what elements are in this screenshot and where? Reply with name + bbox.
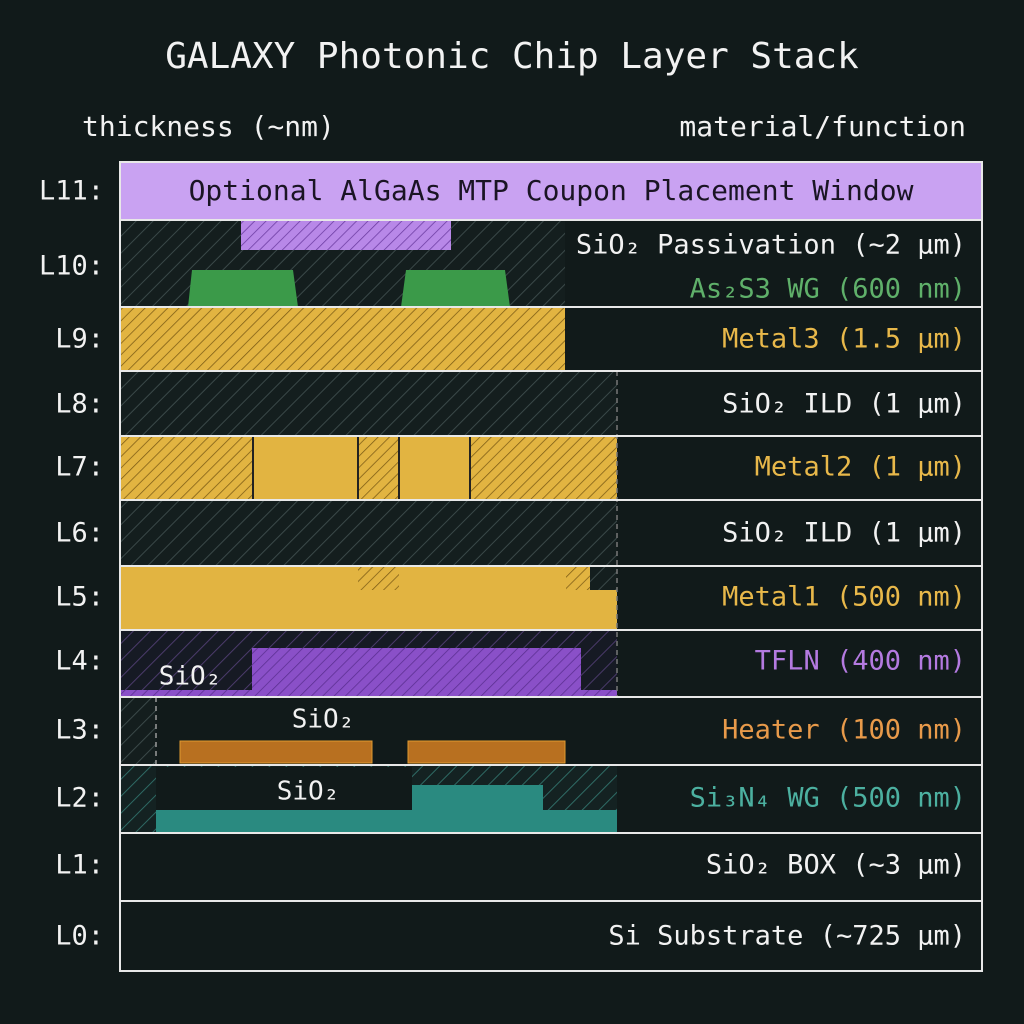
layer-id: L1: <box>55 850 104 881</box>
annotation: SiO₂ <box>277 777 340 807</box>
layer-label: Si Substrate (~725 µm) <box>608 921 966 952</box>
layer-id: L9: <box>55 324 104 355</box>
title: GALAXY Photonic Chip Layer Stack <box>165 36 859 77</box>
layer-id: L6: <box>55 518 104 549</box>
layer-id: L4: <box>55 646 104 677</box>
layer-id: L8: <box>55 389 104 420</box>
layer-label: SiO₂ BOX (~3 µm) <box>706 850 966 881</box>
layer-label: Heater (100 nm) <box>722 715 966 746</box>
layer-label: SiO₂ ILD (1 µm) <box>722 518 966 549</box>
layer-id: L10: <box>39 251 104 282</box>
layer-label: Si₃N₄ WG (500 nm) <box>690 783 966 814</box>
layer-label: SiO₂ ILD (1 µm) <box>722 389 966 420</box>
layer-label: Metal2 (1 µm) <box>755 452 966 483</box>
layer-id: L2: <box>55 783 104 814</box>
header-left: thickness (~nm) <box>82 110 335 143</box>
layer-label: As₂S3 WG (600 nm) <box>690 274 966 305</box>
layer-shapes <box>120 162 982 833</box>
header-right: material/function <box>679 110 966 143</box>
layer-label: SiO₂ Passivation (~2 µm) <box>576 230 966 261</box>
layer-id: L11: <box>39 176 104 207</box>
layer-label: Metal3 (1.5 µm) <box>722 324 966 355</box>
annotation: SiO₂ <box>159 662 222 692</box>
layer-label: Metal1 (500 nm) <box>722 582 966 613</box>
layer-id: L5: <box>55 582 104 613</box>
layer-id: L3: <box>55 715 104 746</box>
layer-label: Optional AlGaAs MTP Coupon Placement Win… <box>189 174 914 207</box>
layer-label: TFLN (400 nm) <box>755 646 966 677</box>
layer-id: L7: <box>55 452 104 483</box>
annotation: SiO₂ <box>292 705 355 735</box>
layer-id: L0: <box>55 921 104 952</box>
row-grid <box>119 161 983 972</box>
